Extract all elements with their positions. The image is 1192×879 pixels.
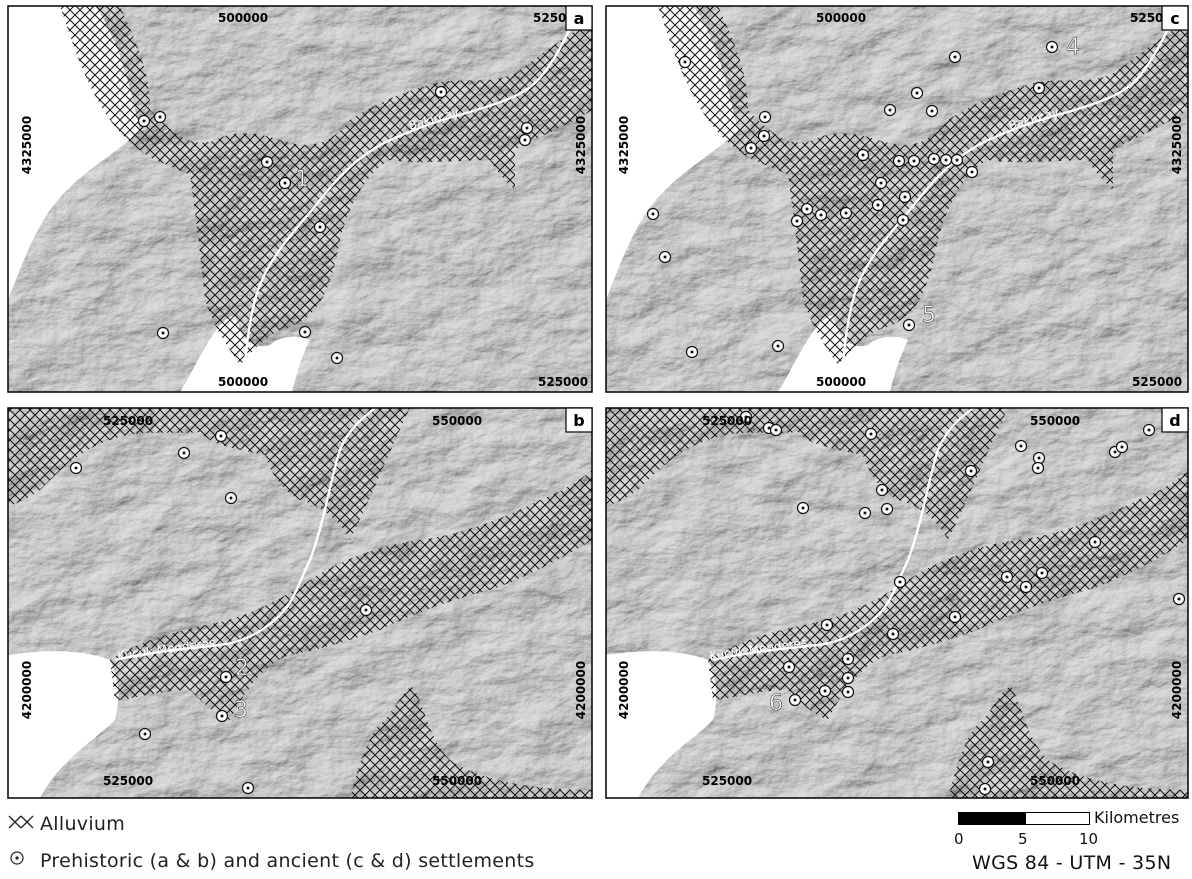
panel-label: a — [574, 9, 585, 28]
projection-label: WGS 84 - UTM - 35N — [972, 852, 1172, 874]
alluvium-hatch-icon — [8, 813, 40, 835]
alluvium — [948, 687, 1188, 798]
site-number: 5 — [922, 303, 936, 328]
scale-bar: Kilometres 0 5 10 WGS 84 - UTM - 35N — [940, 808, 1192, 878]
panel-c: Bakırçay — [606, 6, 1188, 392]
site-number: 3 — [234, 698, 248, 723]
scale-tick: 10 — [1079, 830, 1099, 848]
x-tick-bottom: 525000 — [702, 774, 752, 788]
x-tick-top-right: 550000 — [1030, 414, 1080, 428]
x-tick-top: 500000 — [816, 11, 866, 25]
scale-tick: 5 — [1018, 830, 1028, 848]
panel-label: c — [1170, 9, 1179, 28]
alluvium — [60, 6, 592, 365]
alluvium — [708, 470, 1188, 720]
x-tick-bottom-right: 525000 — [538, 375, 588, 389]
site-number: 1 — [295, 167, 309, 192]
alluvium — [658, 6, 1188, 365]
scale-tick: 0 — [954, 830, 964, 848]
river-line — [839, 6, 1180, 392]
sea — [606, 651, 717, 798]
alluvium — [110, 470, 592, 720]
panel-label: d — [1169, 411, 1180, 430]
y-tick-left: 4200000 — [617, 661, 631, 719]
river-line — [712, 408, 974, 662]
panel-label: b — [573, 411, 584, 430]
y-tick-right: 4325000 — [1170, 116, 1184, 174]
scale-bar-white-segment — [1025, 812, 1090, 825]
x-tick-bottom: 525000 — [103, 774, 153, 788]
y-tick-right: 4200000 — [574, 661, 588, 719]
x-tick-top: 525000 — [702, 414, 752, 428]
legend-alluvium-label: Alluvium — [40, 813, 126, 835]
settlement-markers — [739, 410, 1186, 796]
x-tick-bottom-right: 550000 — [432, 774, 482, 788]
site-number: 6 — [769, 691, 783, 716]
x-tick-top-right: 550000 — [432, 414, 482, 428]
scale-unit: Kilometres — [1094, 808, 1180, 827]
x-tick-bottom-right: 525000 — [1132, 375, 1182, 389]
alluvium — [606, 408, 1008, 540]
river-line — [114, 408, 376, 662]
y-tick-left: 4200000 — [20, 661, 34, 719]
legend-alluvium: Alluvium — [8, 813, 125, 835]
x-tick-bottom: 500000 — [816, 375, 866, 389]
y-tick-left: 4325000 — [617, 116, 631, 174]
site-number: 2 — [235, 656, 249, 681]
y-tick-right: 4325000 — [574, 116, 588, 174]
scale-bar-black-segment — [958, 812, 1026, 825]
y-tick-left: 4325000 — [20, 116, 34, 174]
x-tick-top: 525000 — [103, 414, 153, 428]
x-tick-bottom: 500000 — [218, 375, 268, 389]
legend-settlements-label: Prehistoric (a & b) and ancient (c & d) … — [40, 850, 535, 872]
x-tick-bottom-right: 550000 — [1030, 774, 1080, 788]
panel-b: Küçük Menderes 2 3 — [8, 408, 592, 798]
x-tick-top: 500000 — [218, 11, 268, 25]
panel-a: Bakırçay 1 — [8, 6, 592, 392]
alluvium — [350, 687, 592, 798]
river-line — [241, 6, 582, 392]
panel-d: Küçük Menderes — [606, 408, 1188, 798]
settlement-marker-icon — [8, 849, 40, 872]
site-number: 4 — [1066, 35, 1080, 60]
y-tick-right: 4200000 — [1170, 661, 1184, 719]
sea — [8, 651, 119, 798]
alluvium — [8, 408, 410, 540]
legend-settlements: Prehistoric (a & b) and ancient (c & d) … — [8, 849, 535, 872]
